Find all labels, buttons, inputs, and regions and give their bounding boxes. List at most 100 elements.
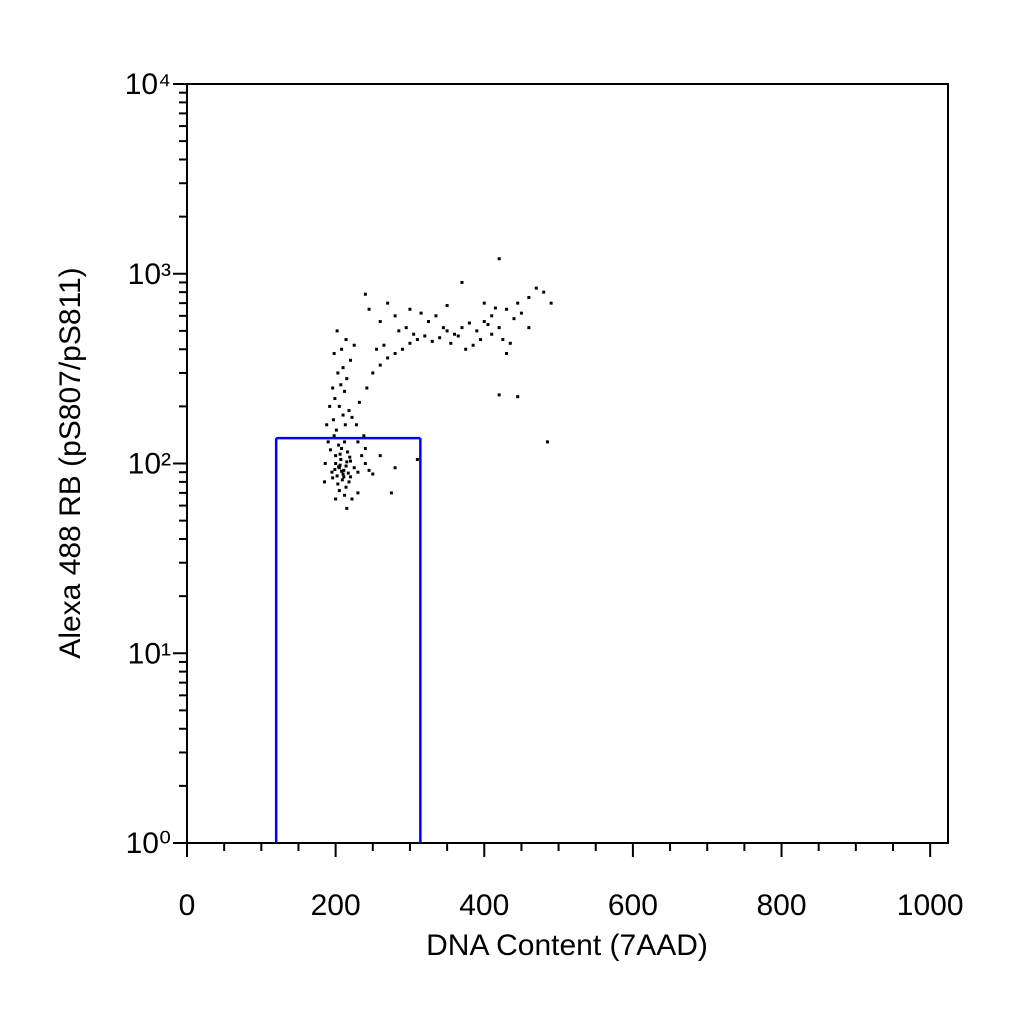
event-dot [348, 358, 352, 362]
event-dot [339, 457, 343, 461]
y-tick-label: 10³ [128, 258, 171, 291]
event-dot [340, 478, 344, 482]
event-dot [445, 329, 449, 333]
event-dot [331, 476, 335, 480]
event-dot [434, 314, 438, 318]
event-dot [427, 320, 431, 324]
event-dot [497, 257, 501, 261]
event-dot [343, 423, 347, 427]
event-dot [345, 377, 349, 381]
event-dot [346, 450, 350, 454]
event-dot [332, 351, 336, 355]
event-dot [371, 472, 375, 476]
event-dot [343, 389, 347, 393]
event-dot [334, 428, 338, 432]
event-dot [363, 446, 367, 450]
x-tick-label: 600 [608, 889, 658, 922]
event-dot [430, 339, 434, 343]
event-dot [386, 301, 390, 305]
event-dot [330, 470, 334, 474]
event-dot [389, 491, 393, 495]
event-dot [519, 311, 523, 315]
event-dot [363, 292, 367, 296]
event-dot [493, 306, 497, 310]
y-tick-label: 10² [128, 448, 171, 481]
event-dot [415, 457, 419, 461]
event-dot [456, 334, 460, 338]
event-dot [408, 341, 412, 345]
event-dot [335, 474, 339, 478]
x-tick-label: 800 [757, 889, 807, 922]
event-dot [331, 418, 335, 422]
event-dot [516, 395, 520, 399]
event-dot [438, 336, 442, 340]
event-dot [393, 314, 397, 318]
event-dot [490, 332, 494, 336]
x-tick-label: 200 [311, 889, 361, 922]
event-dot [348, 455, 352, 459]
event-dot [393, 351, 397, 355]
event-dot [378, 320, 382, 324]
y-tick-label: 10⁰ [126, 827, 171, 860]
event-dot [423, 334, 427, 338]
event-dot [497, 393, 501, 397]
event-dot [336, 371, 340, 375]
event-dot [549, 301, 553, 305]
event-dot [527, 295, 531, 299]
event-dot [326, 440, 330, 444]
event-dot [445, 304, 449, 308]
event-dot [350, 497, 354, 501]
event-dot [337, 489, 341, 493]
event-dot [362, 434, 366, 438]
event-dot [345, 460, 349, 464]
event-dot [419, 311, 423, 315]
event-dot [508, 341, 512, 345]
x-axis-label: DNA Content (7AAD) [426, 929, 708, 962]
event-dot [342, 475, 346, 479]
event-dot [334, 497, 338, 501]
event-dot [415, 338, 419, 342]
event-dot [342, 468, 346, 472]
event-dot [343, 440, 347, 444]
event-dot [328, 404, 332, 408]
event-dot [371, 371, 375, 375]
event-dot [340, 469, 344, 473]
event-dot [360, 454, 364, 458]
event-dot [460, 326, 464, 330]
event-dot [356, 470, 360, 474]
event-dot [350, 415, 354, 419]
event-dot [343, 493, 347, 497]
event-dot [516, 301, 520, 305]
event-dot [382, 343, 386, 347]
event-dot [337, 465, 341, 469]
event-dot [352, 466, 356, 470]
event-dot [479, 338, 483, 342]
event-dot [348, 459, 352, 463]
event-dot [542, 290, 546, 294]
event-dot [441, 326, 445, 330]
event-dot [346, 471, 350, 475]
event-dot [344, 485, 348, 489]
event-dot [375, 347, 379, 351]
event-dot [471, 343, 475, 347]
event-dot [545, 440, 549, 444]
event-dot [378, 363, 382, 367]
event-dot [354, 423, 358, 427]
event-dot [357, 400, 361, 404]
event-dot [464, 347, 468, 351]
event-dot [367, 307, 371, 311]
event-dot [338, 452, 342, 456]
event-dot [334, 462, 338, 465]
x-tick-label: 400 [459, 889, 509, 922]
event-dot [505, 351, 509, 355]
event-dot [408, 307, 412, 311]
event-dot [482, 301, 486, 305]
event-dot [341, 413, 345, 417]
event-dot [348, 475, 352, 479]
event-dot [334, 454, 338, 458]
y-tick-label: 10⁴ [125, 68, 171, 101]
event-dot [328, 448, 332, 452]
event-dot [460, 280, 464, 284]
event-dot [467, 321, 471, 325]
event-dot [325, 423, 329, 427]
